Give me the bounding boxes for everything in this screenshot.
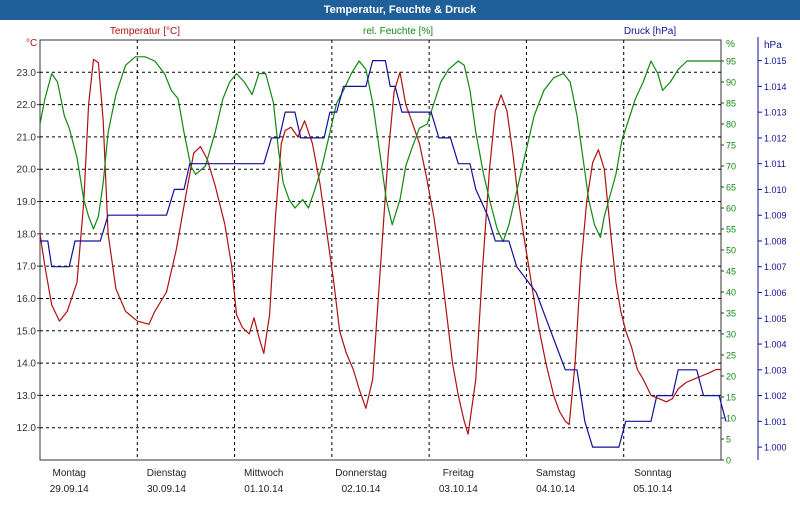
temperature-tick-label: 23.0: [17, 68, 37, 79]
x-day-label: Montag: [53, 468, 86, 479]
temperature-unit-label: °C: [26, 38, 37, 49]
humidity-tick-label: 20: [726, 372, 736, 382]
chart-area: 12.0 13.0 14.0 15.0 16.0 17.0 18.0 19.0 20.0 21.0…: [0, 20, 800, 500]
pressure-tick-label: 1.010: [764, 185, 787, 195]
pressure-tick-label: 1.012: [764, 133, 787, 143]
pressure-tick-label: 1.011: [764, 159, 786, 169]
humidity-tick-label: 10: [726, 414, 736, 424]
pressure-tick-label: 1.015: [764, 56, 787, 66]
temperature-tick-label: 16.0: [17, 294, 37, 305]
axes-labels: 12.0 13.0 14.0 15.0 16.0 17.0 18.0 19.0 20.0 21.0…: [17, 26, 787, 495]
pressure-axis-title: Druck [hPa]: [624, 26, 676, 37]
x-day-label: Donnerstag: [335, 468, 387, 479]
humidity-tick-label: 45: [726, 267, 736, 277]
temperature-tick-label: 22.0: [17, 100, 37, 111]
humidity-tick-label: 35: [726, 309, 736, 319]
pressure-tick-label: 1.001: [764, 417, 787, 427]
humidity-tick-label: 30: [726, 330, 736, 340]
x-date-label: 05.10.14: [633, 484, 672, 495]
chart-title: Temperatur, Feuchte & Druck: [323, 4, 477, 16]
temperature-tick-label: 19.0: [17, 197, 37, 208]
humidity-tick-label: 80: [726, 120, 736, 130]
humidity-tick-label: 85: [726, 99, 736, 109]
pressure-tick-label: 1.013: [764, 108, 787, 118]
x-date-label: 30.09.14: [147, 484, 186, 495]
pressure-tick-label: 1.002: [764, 391, 787, 401]
humidity-tick-label: 60: [726, 204, 736, 214]
pressure-tick-label: 1.006: [764, 288, 787, 298]
humidity-tick-label: 25: [726, 351, 736, 361]
series-line-pressure: [40, 59, 727, 448]
temperature-tick-label: 21.0: [17, 132, 37, 143]
x-date-label: 04.10.14: [536, 484, 575, 495]
pressure-tick-label: 1.008: [764, 236, 787, 246]
plot-frame: [39, 39, 722, 461]
x-day-label: Samstag: [536, 468, 575, 479]
humidity-tick-label: 5: [726, 435, 731, 445]
pressure-tick-label: 1.009: [764, 211, 787, 221]
temperature-tick-label: 15.0: [17, 326, 37, 337]
pressure-tick-label: 1.014: [764, 82, 787, 92]
chart-title-bar: Temperatur, Feuchte & Druck: [0, 0, 800, 20]
x-day-label: Sonntag: [634, 468, 671, 479]
humidity-tick-label: 70: [726, 162, 736, 172]
humidity-tick-label: 0: [726, 456, 731, 466]
x-date-label: 02.10.14: [342, 484, 381, 495]
humidity-unit-label: %: [726, 39, 735, 50]
x-day-label: Dienstag: [147, 468, 186, 479]
temperature-tick-label: 20.0: [17, 165, 37, 176]
pressure-tick-label: 1.007: [764, 262, 787, 272]
humidity-tick-label: 75: [726, 141, 736, 151]
temperature-tick-label: 18.0: [17, 229, 37, 240]
humidity-tick-label: 40: [726, 288, 736, 298]
x-date-label: 01.10.14: [244, 484, 283, 495]
humidity-tick-label: 95: [726, 57, 736, 67]
temperature-axis-title: Temperatur [°C]: [110, 26, 180, 37]
pressure-tick-label: 1.004: [764, 340, 787, 350]
pressure-tick-label: 1.005: [764, 314, 787, 324]
humidity-tick-label: 55: [726, 225, 736, 235]
pressure-tick-label: 1.003: [764, 365, 787, 375]
x-day-label: Mittwoch: [244, 468, 283, 479]
temperature-tick-label: 13.0: [17, 391, 37, 402]
chart-svg: 12.0 13.0 14.0 15.0 16.0 17.0 18.0 19.0 20.0 21.0…: [17, 26, 787, 495]
series-line-humidity: [39, 56, 721, 243]
series-lines: [39, 56, 727, 448]
temperature-tick-label: 12.0: [17, 423, 37, 434]
pressure-tick-label: 1.000: [764, 443, 787, 453]
pressure-unit-label: hPa: [764, 40, 782, 51]
x-day-label: Freitag: [443, 468, 474, 479]
temperature-tick-label: 14.0: [17, 359, 37, 370]
humidity-tick-label: 15: [726, 393, 736, 403]
humidity-axis-title: rel. Feuchte [%]: [363, 26, 433, 37]
humidity-tick-label: 65: [726, 183, 736, 193]
temperature-tick-label: 17.0: [17, 262, 37, 273]
x-date-label: 29.09.14: [50, 484, 89, 495]
humidity-tick-label: 50: [726, 246, 736, 256]
series-line-temperature: [39, 58, 721, 435]
x-date-label: 03.10.14: [439, 484, 478, 495]
humidity-tick-label: 90: [726, 78, 736, 88]
